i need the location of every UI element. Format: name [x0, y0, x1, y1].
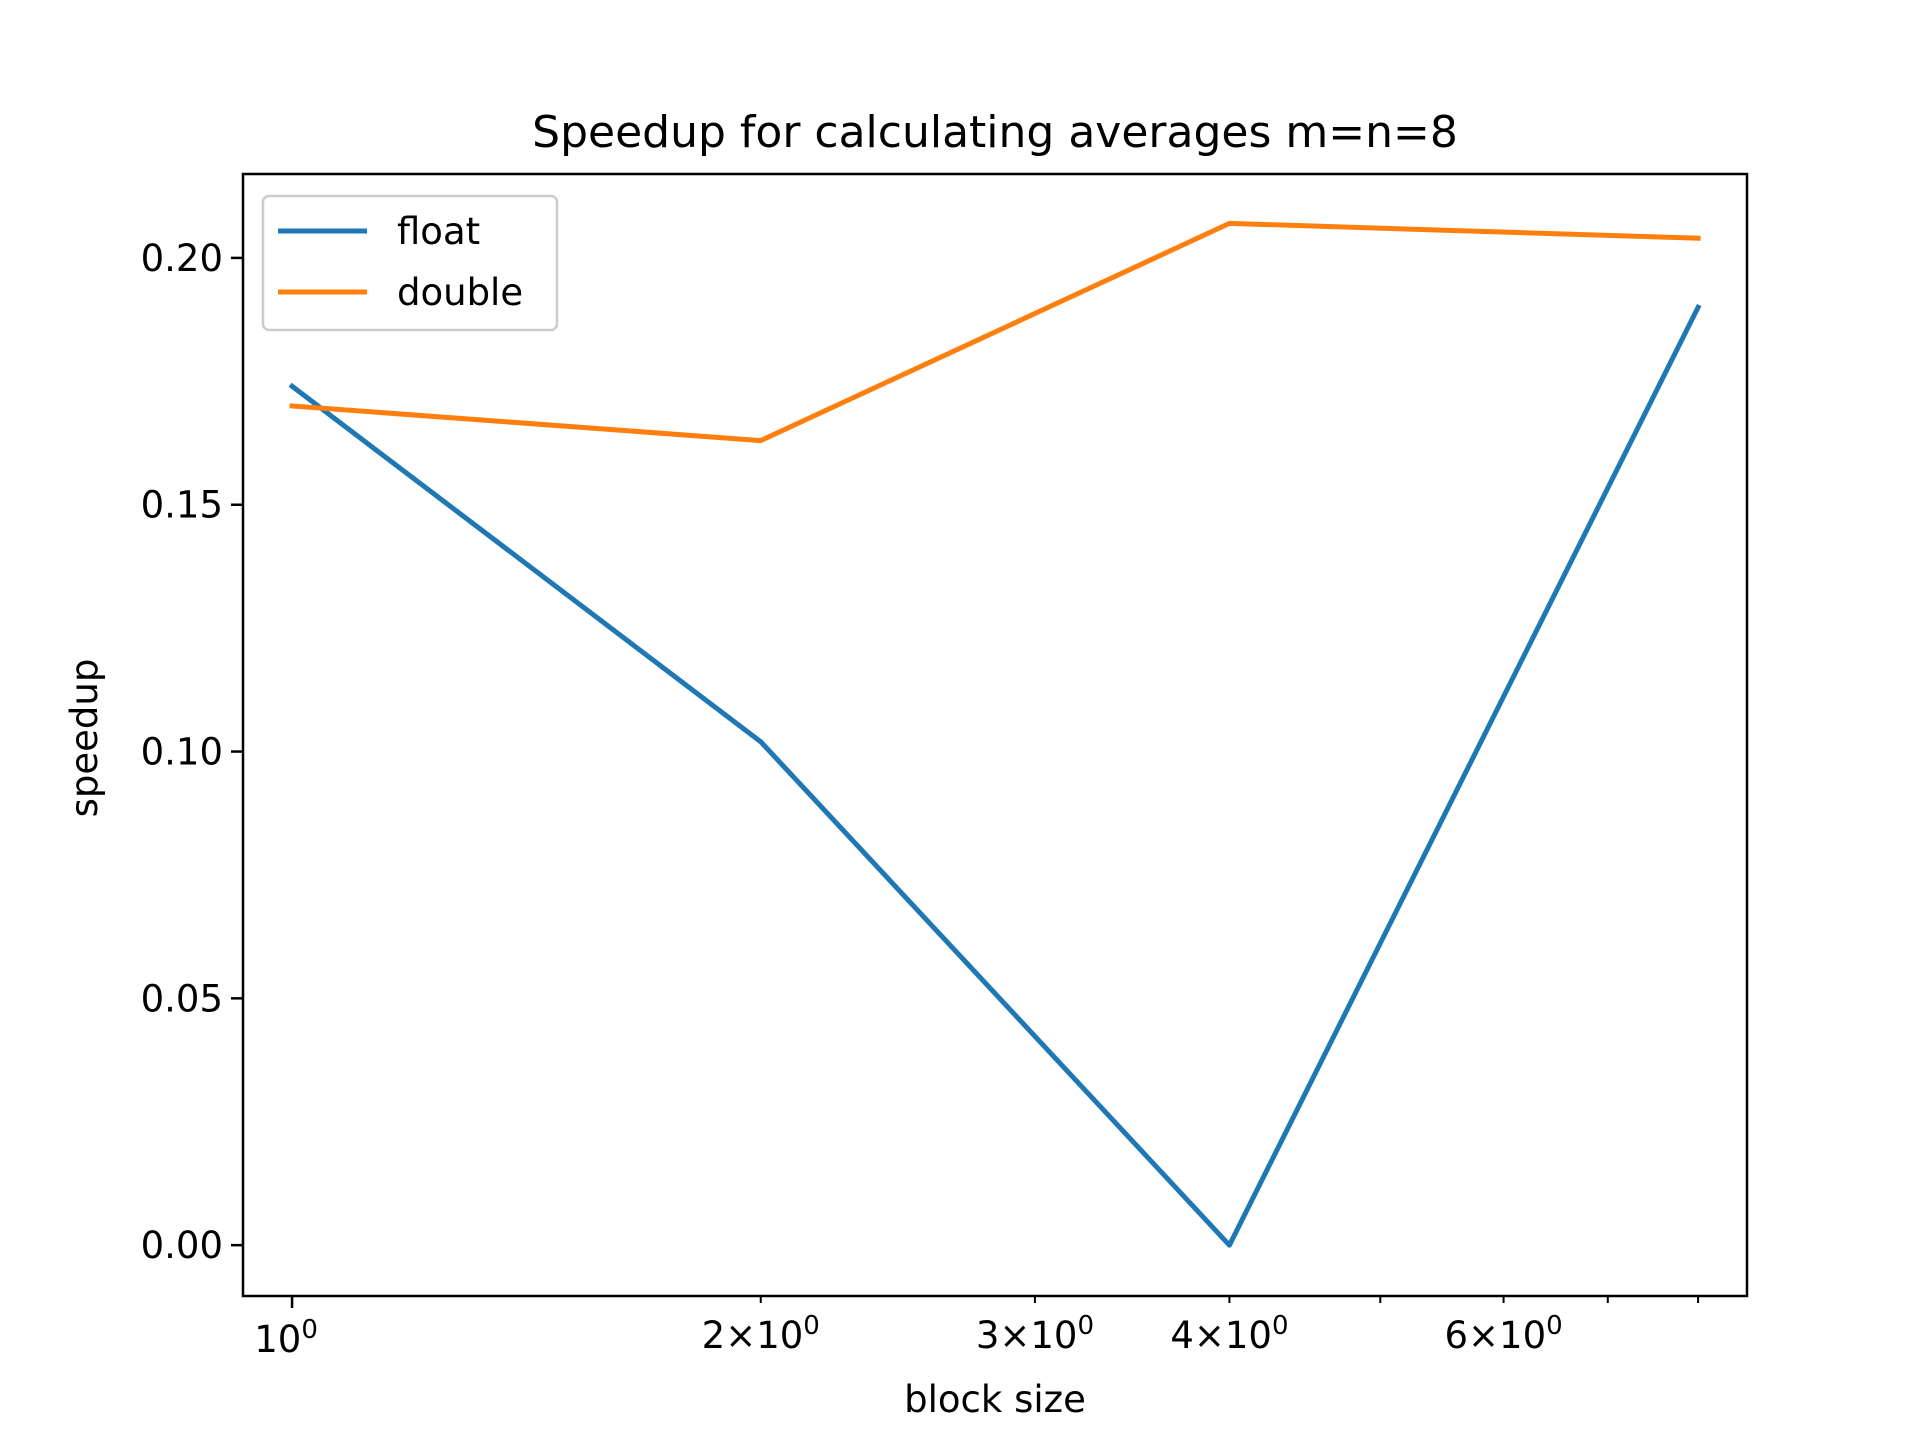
chart-title: Speedup for calculating averages m=n=8	[532, 107, 1458, 158]
series-line-double	[289, 220, 1701, 444]
legend-label-double: double	[397, 271, 523, 314]
x-axis-label: block size	[904, 1378, 1086, 1421]
series-line-float	[288, 303, 1702, 1248]
x-tick-label: 2×100	[702, 1311, 820, 1357]
axes-frame	[241, 172, 1749, 1298]
y-tick-label: 0.00	[141, 1224, 223, 1267]
y-tick-label: 0.10	[141, 731, 223, 774]
x-tick-label: 3×100	[976, 1311, 1094, 1357]
y-tick-label: 0.20	[141, 237, 223, 280]
x-tick-label: 100	[254, 1315, 318, 1361]
legend: float double	[261, 194, 559, 332]
x-tick-label: 4×100	[1170, 1311, 1288, 1357]
y-tick-label: 0.05	[141, 977, 223, 1020]
plot-area: 0.00 0.05 0.10 0.15 0.20 100 2×100 3×100 4×100 6×…	[141, 172, 1749, 1361]
y-tick-label: 0.15	[141, 484, 223, 527]
y-axis-label: speedup	[63, 659, 106, 818]
x-tick-label: 6×100	[1444, 1311, 1562, 1357]
legend-label-float: float	[397, 210, 480, 253]
